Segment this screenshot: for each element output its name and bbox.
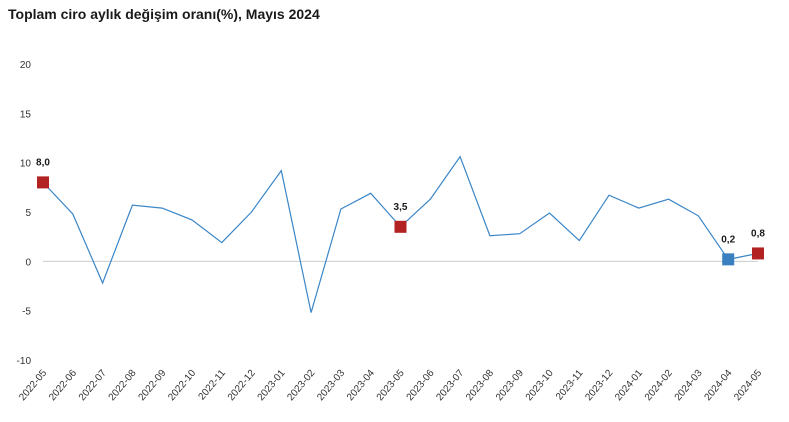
series-line [42, 155, 759, 313]
y-tick-label: 20 [20, 60, 32, 71]
data-point-marker [37, 176, 49, 189]
x-tick-label: 2024-04 [702, 368, 734, 404]
x-tick-label: 2022-06 [47, 368, 79, 404]
data-point-marker [394, 220, 407, 233]
data-label: 0,8 [751, 228, 765, 239]
x-tick-label: 2023-12 [583, 368, 615, 404]
x-tick-label: 2023-01 [256, 368, 288, 404]
x-tick-label: 2023-02 [285, 368, 317, 404]
x-tick-label: 2022-08 [107, 368, 139, 404]
x-tick-label: 2024-03 [673, 368, 705, 404]
y-tick-label: 0 [25, 257, 31, 268]
y-tick-label: -5 [22, 307, 31, 318]
x-tick-label: 2022-05 [17, 368, 49, 404]
x-tick-label: 2022-12 [226, 368, 258, 404]
data-label: 8,0 [36, 157, 50, 168]
y-tick-label: -10 [17, 356, 32, 367]
data-label: 3,5 [394, 202, 408, 213]
y-axis-ticks: 20 15 10 5 0 -5 -10 [17, 60, 32, 367]
x-tick-label: 2022-07 [77, 368, 109, 404]
x-tick-label: 2023-07 [434, 368, 466, 404]
x-tick-label: 2024-05 [732, 368, 764, 404]
y-tick-label: 10 [20, 159, 32, 170]
data-label: 0,2 [721, 234, 735, 245]
x-tick-label: 2023-06 [405, 368, 437, 404]
x-tick-label: 2023-08 [464, 368, 496, 404]
x-tick-label: 2022-10 [166, 368, 198, 404]
x-tick-label: 2023-04 [345, 368, 377, 404]
x-tick-label: 2024-02 [643, 368, 675, 404]
x-tick-label: 2023-10 [524, 368, 556, 404]
x-axis-ticks: 2022-052022-062022-072022-082022-092022-… [17, 368, 764, 404]
data-point-marker [752, 247, 764, 260]
highlight-markers: 8,0 3,5 0,2 0,8 [36, 157, 765, 266]
y-tick-label: 15 [20, 109, 32, 120]
data-point-marker [722, 253, 735, 266]
x-tick-label: 2023-03 [315, 368, 347, 404]
chart-title: Toplam ciro aylık değişim oranı(%), Mayı… [8, 6, 320, 22]
x-tick-label: 2023-09 [494, 368, 526, 404]
x-tick-label: 2023-11 [554, 368, 586, 403]
y-tick-label: 5 [25, 208, 31, 219]
x-tick-label: 2024-01 [613, 368, 645, 404]
x-tick-label: 2022-11 [197, 368, 229, 403]
x-tick-label: 2023-05 [375, 368, 407, 404]
x-tick-label: 2022-09 [136, 368, 168, 404]
